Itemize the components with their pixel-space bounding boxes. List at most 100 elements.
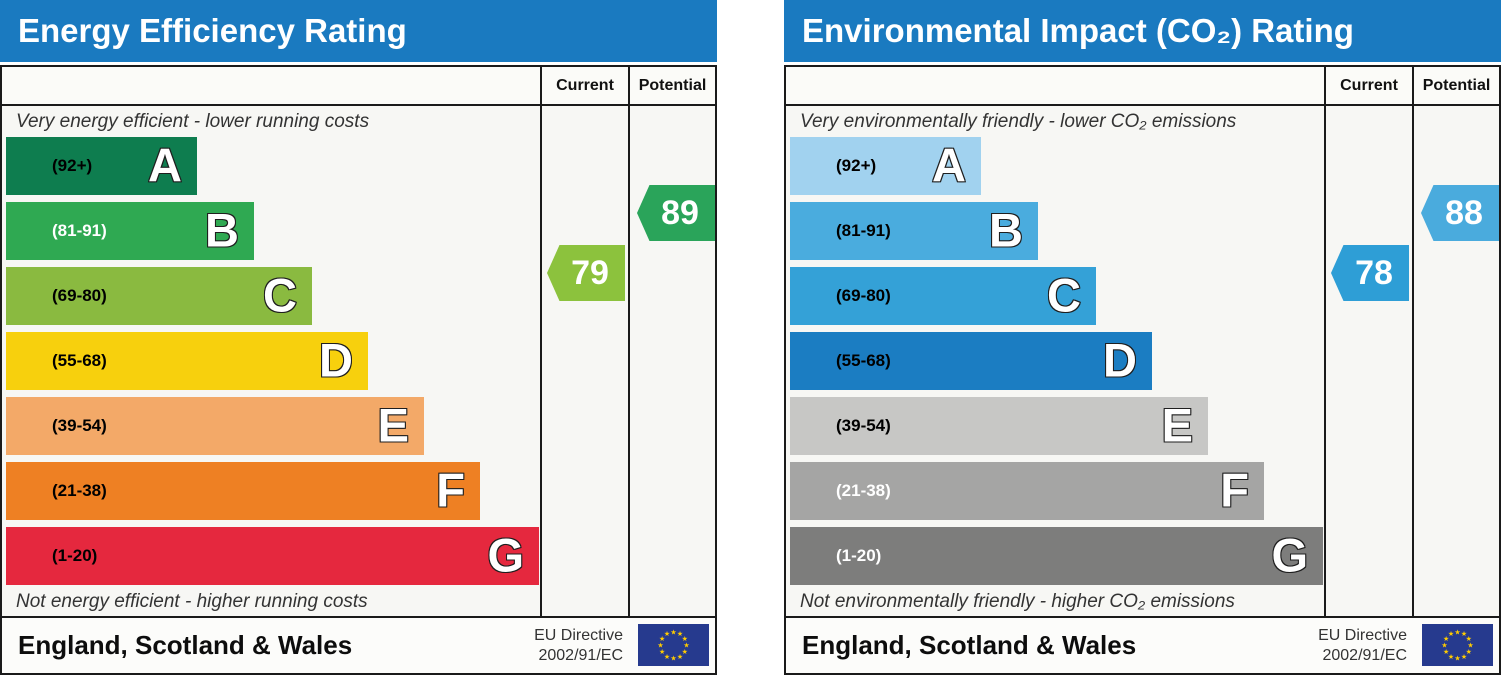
svg-text:★: ★ [659,635,665,643]
band-range-label: (92+) [52,156,93,175]
band-bar-a: (92+) A [6,137,197,195]
band-letter: F [1219,463,1250,517]
svg-text:★: ★ [683,642,689,650]
band-bar-d: (55-68) D [6,332,368,390]
band-range-label: (81-91) [52,221,107,240]
band-letter: B [204,203,240,257]
top-caption: Very energy efficient - lower running co… [16,111,370,132]
svg-text:★: ★ [1461,630,1467,638]
band-bar-e: (39-54) E [6,397,424,455]
potential-value: 89 [661,193,699,232]
current-arrow: 78 [1331,245,1409,301]
current-potential-divider [1412,67,1414,616]
eu-directive-label: EU Directive 2002/91/EC [534,626,623,666]
co2-title-bar: Environmental Impact (CO₂) Rating [784,0,1501,62]
svg-text:★: ★ [682,635,688,643]
band-range-label: (39-54) [52,416,107,435]
svg-text:★: ★ [659,648,665,656]
bands: (92+) A (81-91) B (69-80) C (55-68) D (39-54) E (2… [790,137,1323,585]
environmental-impact-panel: Environmental Impact (CO₂) Rating Curren… [784,0,1501,675]
band-bar-b: (81-91) B [790,202,1038,260]
band-letter: B [988,203,1024,257]
current-value: 78 [1355,253,1393,292]
band-bar-c: (69-80) C [6,267,312,325]
svg-text:★: ★ [1454,629,1460,637]
region-label: England, Scotland & Wales [18,630,353,660]
band-range-label: (1-20) [52,546,98,565]
band-letter: C [262,268,298,322]
eu-directive-line2: 2002/91/EC [1322,646,1407,664]
svg-text:★: ★ [670,629,676,637]
band-letter: C [1046,268,1082,322]
band-range-label: (1-20) [836,546,882,565]
band-letter: D [1102,333,1138,387]
svg-text:★: ★ [677,630,683,638]
band-range-label: (81-91) [836,221,891,240]
svg-text:★: ★ [1448,653,1454,661]
band-bar-d: (55-68) D [790,332,1152,390]
eu-directive-line1: EU Directive [1318,626,1407,644]
energy-efficiency-panel: Energy Efficiency Rating Current Potenti… [0,0,717,675]
svg-text:★: ★ [1443,635,1449,643]
svg-text:★: ★ [657,642,663,650]
eu-flag-icon: ★ ★ ★★ ★★ ★★ ★★ ★★ [638,624,709,666]
current-value: 79 [571,253,609,292]
bottom-caption: Not environmentally friendly - higher CO… [800,591,1235,612]
band-range-label: (55-68) [836,351,891,370]
top-caption: Very environmentally friendly - lower CO… [800,111,1237,132]
band-letter: E [1161,398,1194,452]
bottom-caption: Not energy efficient - higher running co… [16,591,368,612]
svg-text:★: ★ [1466,648,1472,656]
band-bar-f: (21-38) F [790,462,1264,520]
band-letter: F [435,463,466,517]
band-bar-g: (1-20) G [790,527,1323,585]
band-letter: G [486,528,525,582]
current-column-header: Current [556,77,614,94]
band-letter: A [931,138,967,192]
svg-text:★: ★ [1448,630,1454,638]
current-potential-divider [628,67,630,616]
potential-arrow: 89 [637,185,715,241]
svg-text:★: ★ [670,655,676,663]
band-letter: D [318,333,354,387]
band-range-label: (55-68) [52,351,107,370]
energy-title-bar: Energy Efficiency Rating [0,0,717,62]
current-column-header: Current [1340,77,1398,94]
svg-text:★: ★ [1466,635,1472,643]
eu-directive-label: EU Directive 2002/91/EC [1318,626,1407,666]
potential-column-header: Potential [1422,77,1491,94]
co2-rating-table: Current Potential Very environmentally f… [784,65,1501,675]
svg-text:★: ★ [677,653,683,661]
potential-column-header: Potential [638,77,707,94]
co2-table-footer: England, Scotland & Wales EU Directive 2… [786,616,1499,673]
bands: (92+) A (81-91) B (69-80) C (55-68) D (39-54) E (2… [6,137,539,585]
band-bar-c: (69-80) C [790,267,1096,325]
band-bar-g: (1-20) G [6,527,539,585]
eu-directive-line1: EU Directive [534,626,623,644]
band-range-label: (69-80) [836,286,891,305]
svg-text:★: ★ [1454,655,1460,663]
band-range-label: (39-54) [836,416,891,435]
potential-arrow: 88 [1421,185,1499,241]
main-current-divider [540,67,542,616]
band-range-label: (21-38) [836,481,891,500]
svg-text:★: ★ [682,648,688,656]
svg-text:★: ★ [1443,648,1449,656]
svg-text:★: ★ [1461,653,1467,661]
energy-table-header: Current Potential [2,67,715,106]
svg-text:★: ★ [1441,642,1447,650]
co2-panel-title: Environmental Impact (CO₂) Rating [802,12,1354,49]
band-letter: E [377,398,410,452]
band-letter: A [147,138,183,192]
band-range-label: (21-38) [52,481,107,500]
band-bar-e: (39-54) E [790,397,1208,455]
band-bar-a: (92+) A [790,137,981,195]
svg-text:★: ★ [664,630,670,638]
potential-value: 88 [1445,193,1483,232]
eu-flag-icon: ★ ★ ★★ ★★ ★★ ★★ ★★ [1422,624,1493,666]
svg-text:★: ★ [1467,642,1473,650]
band-range-label: (92+) [836,156,877,175]
band-bar-f: (21-38) F [6,462,480,520]
svg-text:★: ★ [664,653,670,661]
band-range-label: (69-80) [52,286,107,305]
